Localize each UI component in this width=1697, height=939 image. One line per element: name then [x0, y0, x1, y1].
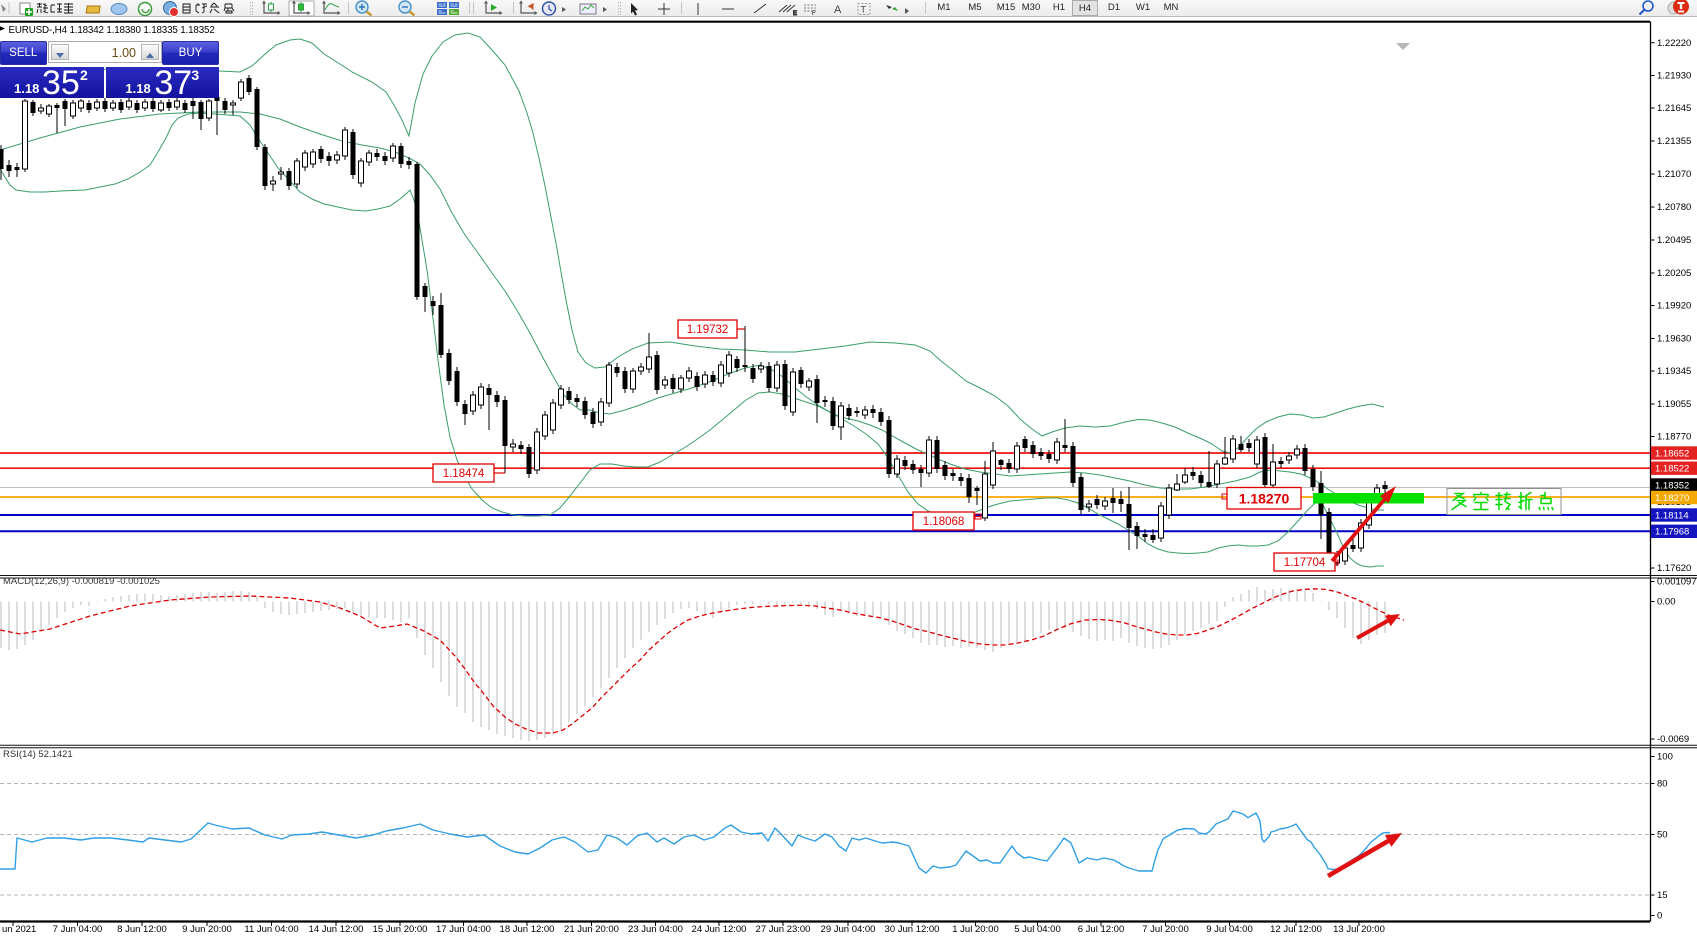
svg-text:1.20780: 1.20780 [1657, 202, 1691, 213]
svg-text:7 Jun 04:00: 7 Jun 04:00 [53, 924, 103, 935]
svg-text:5 Jul 04:00: 5 Jul 04:00 [1014, 924, 1060, 935]
svg-text:1.18352: 1.18352 [1655, 480, 1689, 491]
svg-text:un 2021: un 2021 [2, 924, 36, 935]
svg-text:1.18522: 1.18522 [1655, 464, 1689, 475]
svg-text:29 Jun 04:00: 29 Jun 04:00 [821, 924, 876, 935]
svg-text:A: A [834, 4, 842, 16]
svg-text:1.20205: 1.20205 [1657, 268, 1691, 279]
svg-text:27 Jun 23:00: 27 Jun 23:00 [756, 924, 811, 935]
svg-text:1.18068: 1.18068 [923, 516, 965, 528]
svg-text:1.19630: 1.19630 [1657, 334, 1691, 345]
svg-text:1.18270: 1.18270 [1239, 490, 1290, 506]
svg-text:-0.0069: -0.0069 [1657, 734, 1689, 745]
svg-text:0.001097: 0.001097 [1657, 577, 1697, 588]
svg-text:1.18474: 1.18474 [443, 468, 485, 480]
svg-text:24 Jun 12:00: 24 Jun 12:00 [692, 924, 747, 935]
svg-text:15 Jun 20:00: 15 Jun 20:00 [373, 924, 428, 935]
svg-text:1.21070: 1.21070 [1657, 169, 1691, 180]
svg-text:T: T [861, 5, 867, 15]
svg-text:1.21645: 1.21645 [1657, 103, 1691, 114]
svg-text:13 Jul 20:00: 13 Jul 20:00 [1333, 924, 1385, 935]
svg-text:8 Jun 12:00: 8 Jun 12:00 [117, 924, 167, 935]
svg-text:MACD(12,26,9) -0.000819 -0.001: MACD(12,26,9) -0.000819 -0.001025 [3, 576, 160, 587]
svg-text:1.21930: 1.21930 [1657, 71, 1691, 82]
svg-text:1.22220: 1.22220 [1657, 38, 1691, 49]
svg-text:1.19345: 1.19345 [1657, 366, 1691, 377]
svg-text:11 Jun 04:00: 11 Jun 04:00 [244, 924, 298, 935]
svg-text:9 Jul 04:00: 9 Jul 04:00 [1206, 924, 1252, 935]
svg-text:1.19920: 1.19920 [1657, 301, 1691, 312]
svg-text:12 Jul 12:00: 12 Jul 12:00 [1270, 924, 1322, 935]
svg-text:50: 50 [1657, 830, 1668, 841]
svg-text:14 Jun 12:00: 14 Jun 12:00 [309, 924, 364, 935]
svg-text:E: E [793, 11, 797, 17]
svg-text:80: 80 [1657, 779, 1668, 790]
svg-text:1 Jul 20:00: 1 Jul 20:00 [952, 924, 998, 935]
svg-text:1.17704: 1.17704 [1284, 557, 1326, 569]
svg-text:1.19732: 1.19732 [687, 324, 729, 336]
svg-text:1.18270: 1.18270 [1655, 493, 1689, 504]
svg-text:0: 0 [1657, 911, 1662, 922]
svg-text:0.00: 0.00 [1657, 597, 1676, 608]
svg-text:1.17968: 1.17968 [1655, 527, 1689, 538]
svg-text:EURUSD-,H4 1.18342 1.18380 1.: EURUSD-,H4 1.18342 1.18380 1.18335 1.183… [9, 25, 215, 36]
svg-text:RSI(14) 52.1421: RSI(14) 52.1421 [3, 749, 73, 760]
svg-text:1.21355: 1.21355 [1657, 136, 1691, 147]
svg-text:30 Jun 12:00: 30 Jun 12:00 [885, 924, 940, 935]
svg-text:7 Jul 20:00: 7 Jul 20:00 [1142, 924, 1188, 935]
svg-text:23 Jun 04:00: 23 Jun 04:00 [628, 924, 683, 935]
svg-text:21 Jun 20:00: 21 Jun 20:00 [564, 924, 619, 935]
svg-text:1.19055: 1.19055 [1657, 399, 1691, 410]
svg-text:1.17620: 1.17620 [1657, 563, 1691, 574]
svg-text:1.18652: 1.18652 [1655, 448, 1689, 459]
svg-text:9 Jun 20:00: 9 Jun 20:00 [182, 924, 232, 935]
svg-text:17 Jun 04:00: 17 Jun 04:00 [436, 924, 491, 935]
svg-text:F: F [812, 11, 816, 17]
svg-text:1.18114: 1.18114 [1655, 510, 1689, 521]
svg-text:100: 100 [1657, 752, 1673, 763]
svg-text:15: 15 [1657, 890, 1668, 901]
svg-text:1.20495: 1.20495 [1657, 235, 1691, 246]
svg-text:1.18770: 1.18770 [1657, 432, 1691, 443]
svg-text:18 Jun 12:00: 18 Jun 12:00 [500, 924, 555, 935]
svg-text:6 Jul 12:00: 6 Jul 12:00 [1078, 924, 1124, 935]
